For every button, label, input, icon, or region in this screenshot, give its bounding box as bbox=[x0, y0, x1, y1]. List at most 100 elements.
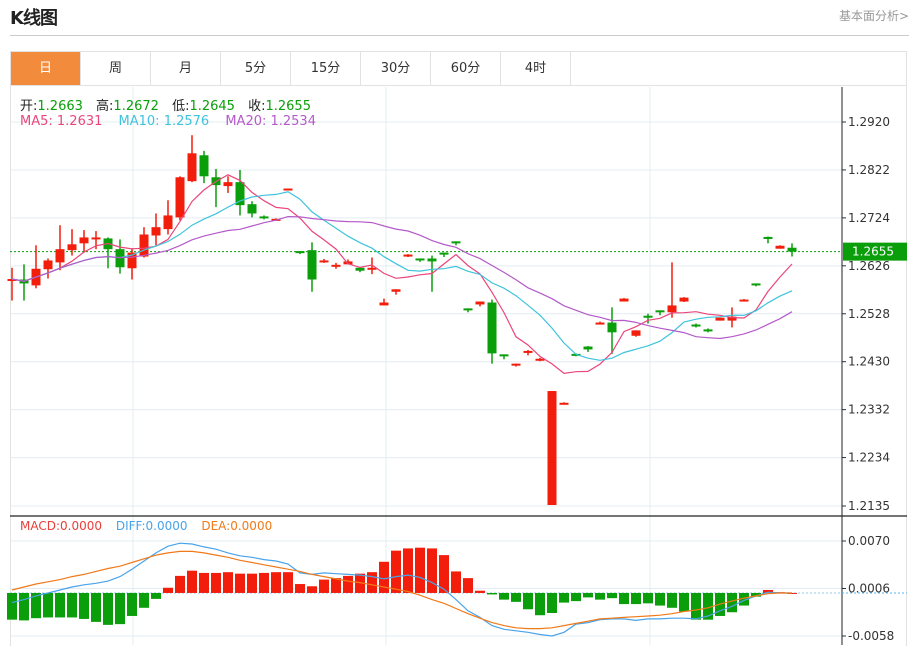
candle-body bbox=[223, 182, 233, 187]
candle-body bbox=[283, 188, 293, 191]
macd-bar bbox=[703, 592, 713, 620]
candle-body bbox=[307, 250, 317, 280]
macd-bar bbox=[475, 590, 485, 593]
tab-5min[interactable]: 5分 bbox=[221, 52, 291, 85]
candle-body bbox=[667, 305, 677, 313]
macd-bar bbox=[427, 548, 437, 593]
macd-bar bbox=[631, 592, 641, 605]
macd-tick-label: 0.0070 bbox=[848, 534, 890, 548]
macd-bar bbox=[283, 572, 293, 593]
macd-bar bbox=[643, 592, 653, 604]
macd-bar bbox=[691, 592, 701, 620]
macd-bar bbox=[403, 548, 413, 593]
macd-bar bbox=[19, 592, 29, 621]
macd-bar bbox=[367, 572, 377, 593]
candle-body bbox=[715, 317, 725, 321]
macd-legend: MACD:0.0000 DIFF:0.0000 DEA:0.0000 bbox=[20, 519, 272, 533]
macd-bar bbox=[583, 592, 593, 598]
candle-body bbox=[475, 301, 485, 305]
price-tick-label: 1.2528 bbox=[848, 307, 890, 321]
header-divider bbox=[10, 35, 909, 36]
candle-body bbox=[391, 289, 401, 292]
macd-bar bbox=[247, 573, 257, 593]
macd-bar bbox=[607, 592, 617, 599]
ma10-legend: MA10: 1.2576 bbox=[118, 114, 210, 129]
candle-body bbox=[595, 322, 605, 325]
candle-body bbox=[787, 247, 797, 252]
macd-bar bbox=[271, 572, 281, 593]
candle-body bbox=[751, 283, 761, 286]
candle-body bbox=[55, 249, 65, 263]
tab-30min[interactable]: 30分 bbox=[361, 52, 431, 85]
candle-body bbox=[175, 177, 185, 218]
tab-month[interactable]: 月 bbox=[151, 52, 221, 85]
tab-week[interactable]: 周 bbox=[81, 52, 151, 85]
diff-value: DIFF:0.0000 bbox=[115, 519, 188, 533]
candle-body bbox=[451, 241, 461, 244]
candle-body bbox=[775, 245, 785, 249]
close-label: 收: bbox=[248, 99, 266, 114]
macd-bar bbox=[307, 586, 317, 593]
macd-bar bbox=[31, 592, 41, 619]
dea-value: DEA:0.0000 bbox=[201, 519, 273, 533]
macd-bar bbox=[7, 592, 17, 620]
candle-body bbox=[679, 297, 689, 302]
candle-body bbox=[319, 260, 329, 263]
low-value: 1.2645 bbox=[189, 99, 235, 114]
candle-body bbox=[43, 260, 53, 270]
candle-body bbox=[511, 363, 521, 366]
macd-bar bbox=[163, 587, 173, 593]
price-tick-label: 1.2234 bbox=[848, 451, 890, 465]
candle-body bbox=[115, 249, 125, 268]
candle-body bbox=[163, 215, 173, 230]
candle-body bbox=[91, 237, 101, 240]
price-tick-label: 1.2626 bbox=[848, 259, 890, 273]
candle-body bbox=[139, 234, 149, 257]
price-tick-label: 1.2920 bbox=[848, 115, 890, 129]
candle-body bbox=[703, 329, 713, 332]
fundamental-analysis-link[interactable]: 基本面分析> bbox=[838, 9, 909, 23]
candle-body bbox=[247, 204, 257, 214]
price-tick-label: 1.2822 bbox=[848, 163, 890, 177]
candle-body bbox=[535, 358, 545, 361]
candle-body bbox=[763, 236, 773, 239]
candle-body bbox=[235, 182, 245, 206]
macd-bar bbox=[199, 572, 209, 593]
candle-body bbox=[295, 251, 305, 254]
candle-body bbox=[199, 155, 209, 177]
macd-tick-label: 0.0006 bbox=[848, 582, 890, 596]
macd-bar bbox=[175, 575, 185, 593]
tab-4hour[interactable]: 4时 bbox=[501, 52, 571, 85]
low-label: 低: bbox=[172, 99, 190, 114]
price-tick-label: 1.2430 bbox=[848, 355, 890, 369]
macd-bar bbox=[115, 592, 125, 625]
macd-bar bbox=[295, 584, 305, 593]
macd-bar bbox=[619, 592, 629, 605]
macd-bar bbox=[667, 592, 677, 608]
price-tick-label: 1.2135 bbox=[848, 499, 890, 513]
macd-bar bbox=[487, 592, 497, 595]
macd-bar bbox=[127, 592, 137, 616]
macd-bar bbox=[235, 573, 245, 593]
period-tabs: 日 周 月 5分 15分 30分 60分 4时 bbox=[10, 51, 907, 86]
candle-body bbox=[559, 402, 569, 405]
macd-bar bbox=[67, 592, 77, 618]
macd-bar bbox=[379, 561, 389, 593]
price-tick-label: 1.2724 bbox=[848, 211, 890, 225]
tab-day[interactable]: 日 bbox=[11, 52, 81, 85]
macd-bar bbox=[463, 578, 473, 593]
macd-bar bbox=[499, 592, 509, 600]
candle-body bbox=[439, 252, 449, 255]
tab-60min[interactable]: 60分 bbox=[431, 52, 501, 85]
candle-body bbox=[691, 324, 701, 327]
macd-value: MACD:0.0000 bbox=[20, 519, 103, 533]
candle-body bbox=[67, 244, 77, 251]
tab-15min[interactable]: 15分 bbox=[291, 52, 361, 85]
high-label: 高: bbox=[96, 99, 114, 114]
macd-bar bbox=[523, 592, 533, 610]
candle-body bbox=[631, 330, 641, 336]
macd-bar bbox=[151, 592, 161, 599]
macd-bar bbox=[331, 578, 341, 593]
candle-body bbox=[259, 216, 269, 219]
